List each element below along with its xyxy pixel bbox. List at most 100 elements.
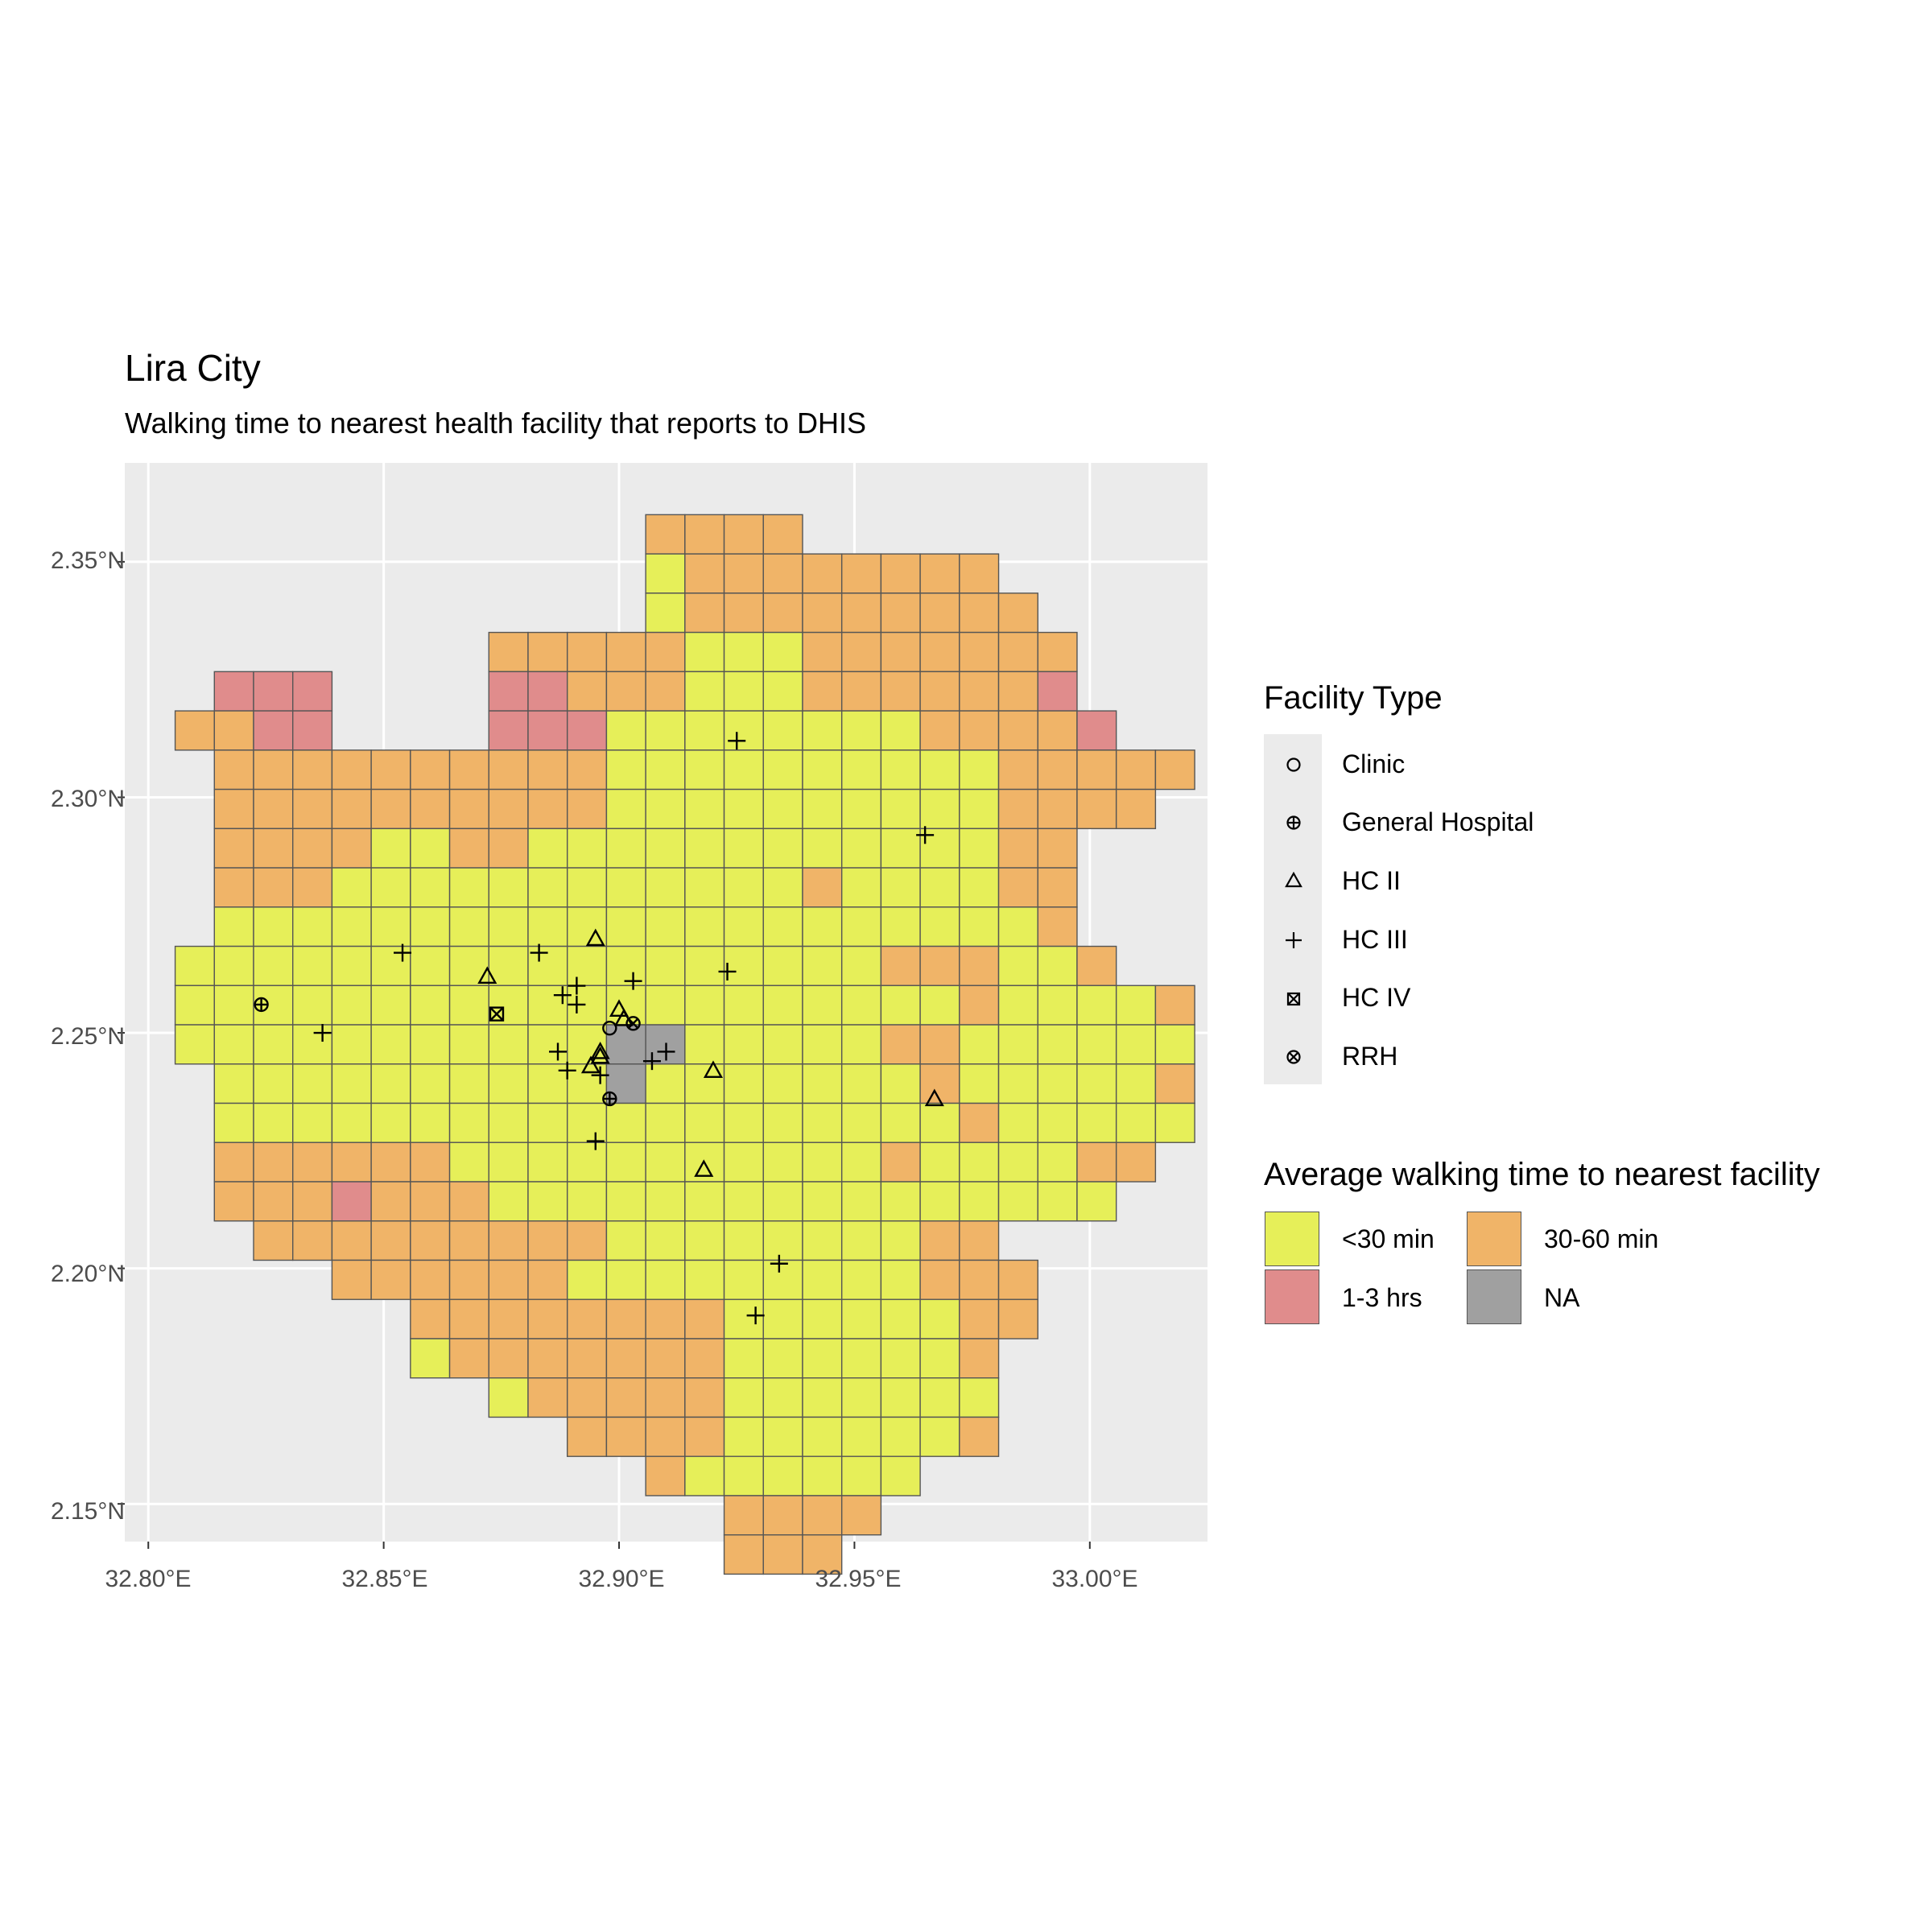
grid-cell [292, 1220, 333, 1261]
grid-cell [723, 1259, 764, 1300]
grid-cell [723, 867, 764, 908]
grid-cell [292, 1102, 333, 1143]
grid-cell [840, 1259, 882, 1300]
facility-marker [590, 1041, 610, 1059]
y-tick-label: 2.20°N [50, 1261, 125, 1287]
grid-cell [1037, 1141, 1078, 1183]
grid-cell [997, 906, 1038, 947]
grid-cell [213, 945, 254, 986]
grid-cell [645, 1220, 686, 1261]
grid-cell [723, 553, 764, 594]
facility-marker [394, 943, 412, 962]
grid-cell [802, 1181, 843, 1222]
facility-marker [770, 1254, 788, 1273]
grid-cell [997, 1181, 1038, 1222]
grid-cell [919, 1141, 960, 1183]
grid-cell [997, 710, 1038, 751]
facility-marker [585, 928, 605, 947]
grid-cell [253, 828, 294, 869]
rrh-icon [1286, 1050, 1301, 1064]
grid-cell [253, 1102, 294, 1143]
grid-cell [605, 671, 646, 712]
grid-cell [605, 1102, 646, 1143]
hc-iii-icon [1286, 932, 1302, 948]
grid-cell [331, 1220, 372, 1261]
grid-cell [566, 1141, 608, 1183]
grid-cell [840, 945, 882, 986]
grid-cell [605, 945, 646, 986]
grid-cell [488, 671, 529, 712]
grid-cell [959, 553, 1000, 594]
grid-cell [331, 1259, 372, 1300]
grid-cell [762, 1024, 803, 1065]
facility-marker [718, 962, 737, 980]
grid-cell [684, 1181, 725, 1222]
facility-marker [568, 976, 586, 995]
grid-cell [410, 945, 451, 986]
facility-marker [580, 1055, 601, 1074]
grid-cell [762, 1338, 803, 1379]
grid-cell [488, 945, 529, 986]
legend-label-general-hospital: General Hospital [1342, 807, 1534, 836]
grid-cell [762, 514, 803, 555]
grid-cell [448, 906, 489, 947]
facility-marker [624, 972, 642, 990]
grid-cell [292, 1141, 333, 1183]
grid-cell [213, 867, 254, 908]
grid-cell [566, 749, 608, 791]
grid-cell [723, 1063, 764, 1104]
grid-cell [488, 1338, 529, 1379]
grid-cell [919, 671, 960, 712]
grid-cell [959, 710, 1000, 751]
grid-cell [331, 788, 372, 830]
grid-cell [997, 1259, 1038, 1300]
grid-cell [880, 828, 921, 869]
facility-marker [657, 1042, 675, 1061]
swatch-1-3-hrs [1265, 1269, 1319, 1324]
grid-cell [292, 749, 333, 791]
grid-cell [723, 906, 764, 947]
grid-cell [1037, 1024, 1078, 1065]
grid-cell [880, 788, 921, 830]
facility-marker [746, 1307, 765, 1325]
grid-cell [880, 671, 921, 712]
grid-cell [253, 945, 294, 986]
facility-legend-keys [1264, 734, 1322, 1084]
grid-cell [410, 1338, 451, 1379]
grid-cell [684, 1102, 725, 1143]
grid-cell [566, 945, 608, 986]
grid-cell [802, 1534, 843, 1575]
clinic-icon [1286, 758, 1301, 772]
grid-cell [723, 1102, 764, 1143]
grid-cell [1076, 985, 1117, 1026]
grid-cell [331, 1063, 372, 1104]
facility-legend-title: Facility Type [1264, 680, 1443, 716]
grid-cell [919, 631, 960, 673]
grid-cell [762, 1377, 803, 1418]
y-tick-label: 2.35°N [50, 547, 125, 574]
grid-cell [997, 867, 1038, 908]
grid-cell [919, 906, 960, 947]
grid-cell [762, 1298, 803, 1340]
facility-marker [568, 995, 586, 1013]
grid-cell [370, 985, 411, 1026]
x-tick-label: 32.90°E [578, 1566, 665, 1592]
facility-marker [530, 943, 548, 962]
grid-cell [488, 1024, 529, 1065]
grid-cell [919, 1416, 960, 1457]
grid-cell [840, 867, 882, 908]
grid-cell [997, 1024, 1038, 1065]
facility-marker [728, 732, 746, 750]
grid-cell [802, 1298, 843, 1340]
grid-cell [959, 788, 1000, 830]
grid-cell [605, 906, 646, 947]
grid-cell [410, 828, 451, 869]
grid-cell [802, 749, 843, 791]
grid-cell [762, 1259, 803, 1300]
grid-cell [840, 1416, 882, 1457]
grid-cell [527, 1024, 568, 1065]
facility-marker [625, 1016, 641, 1031]
grid-cell [919, 1377, 960, 1418]
grid-cell [880, 1181, 921, 1222]
grid-cell [723, 1338, 764, 1379]
